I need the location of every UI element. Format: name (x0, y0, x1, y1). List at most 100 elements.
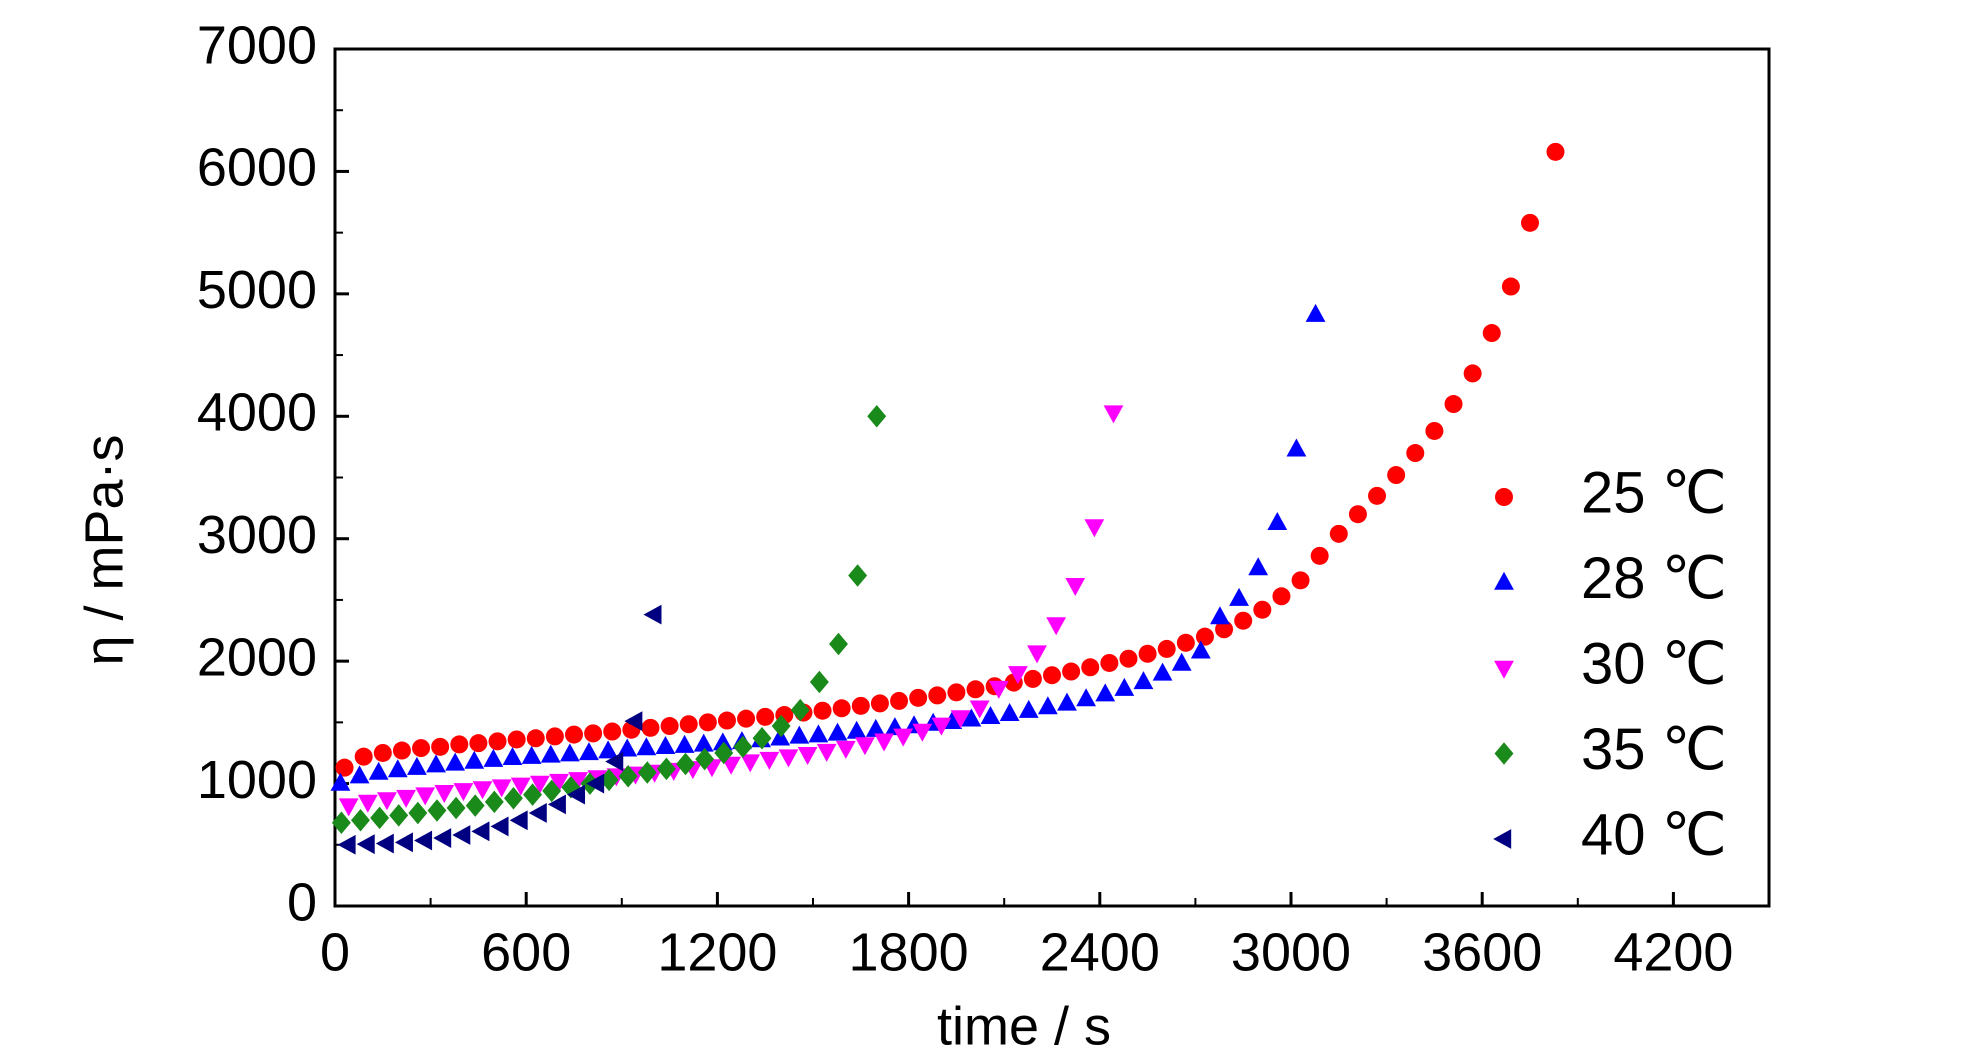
marker (637, 761, 657, 784)
marker (1190, 640, 1211, 659)
marker (865, 718, 886, 737)
marker (1248, 557, 1269, 576)
marker (740, 754, 761, 773)
marker (1387, 466, 1406, 485)
y-tick-label: 5000 (197, 260, 317, 320)
marker (851, 696, 870, 715)
marker (370, 806, 390, 830)
y-tick-label: 0 (287, 872, 317, 932)
marker (1152, 662, 1173, 681)
marker (434, 784, 455, 803)
marker (827, 722, 848, 741)
marker (1023, 669, 1042, 688)
marker (737, 709, 756, 728)
marker (1272, 587, 1291, 606)
marker (893, 728, 914, 747)
marker (1018, 699, 1039, 718)
x-tick-label: 1800 (849, 922, 969, 982)
marker (545, 727, 564, 746)
marker (1138, 644, 1157, 663)
y-tick-label: 1000 (197, 750, 317, 810)
marker (599, 768, 619, 792)
marker (1215, 620, 1234, 639)
marker (465, 794, 485, 817)
marker (1463, 364, 1482, 383)
marker (660, 717, 679, 736)
marker (540, 744, 561, 763)
marker (521, 745, 542, 764)
marker (816, 743, 837, 762)
y-tick-label: 7000 (197, 15, 317, 75)
marker (1076, 688, 1096, 707)
marker (695, 747, 715, 771)
marker (331, 811, 351, 834)
marker (698, 713, 717, 732)
marker (491, 779, 512, 798)
marker (484, 790, 504, 814)
marker (1425, 421, 1444, 440)
marker (1234, 611, 1253, 630)
marker (530, 775, 550, 794)
marker (988, 680, 1009, 699)
marker (808, 724, 829, 743)
marker (874, 733, 894, 752)
marker (999, 702, 1020, 721)
marker (835, 740, 856, 759)
marker (636, 737, 657, 756)
marker (387, 759, 408, 778)
marker (1210, 606, 1230, 625)
marker (1348, 505, 1367, 524)
marker (453, 783, 474, 802)
y-tick-label: 3000 (197, 505, 317, 565)
y-tick-label: 6000 (197, 138, 317, 198)
marker (433, 828, 452, 848)
marker (452, 825, 471, 845)
marker (510, 777, 531, 796)
marker (809, 670, 829, 694)
marker (542, 779, 562, 803)
marker (1253, 600, 1272, 619)
marker (354, 747, 373, 766)
marker (472, 781, 493, 800)
marker (778, 749, 799, 768)
marker (674, 734, 695, 753)
marker (829, 632, 848, 656)
marker (507, 730, 526, 749)
marker (1100, 653, 1119, 672)
marker (523, 783, 543, 806)
marker (586, 773, 605, 794)
y-tick-label: 2000 (197, 627, 317, 687)
marker (643, 604, 662, 625)
marker (679, 715, 698, 734)
legend-marker (1494, 571, 1514, 590)
marker (950, 710, 971, 729)
legend-label: 35 ℃ (1581, 717, 1727, 782)
marker (717, 711, 736, 730)
marker (1329, 524, 1348, 543)
legend-label: 30 ℃ (1581, 631, 1727, 696)
marker (1444, 395, 1463, 414)
marker (931, 717, 952, 736)
marker (490, 816, 509, 837)
marker (1081, 658, 1100, 677)
marker (547, 794, 566, 815)
marker (1157, 639, 1176, 658)
legend-label: 28 ℃ (1581, 546, 1727, 611)
marker (377, 792, 397, 811)
marker (431, 737, 450, 756)
marker (579, 742, 599, 761)
marker (733, 735, 753, 759)
marker (1171, 652, 1192, 671)
marker (337, 834, 356, 855)
marker (1119, 649, 1138, 668)
marker (368, 761, 389, 780)
marker (426, 754, 446, 773)
marker (394, 832, 413, 853)
x-tick-label: 2400 (1040, 922, 1160, 982)
x-axis-label: time / s (937, 996, 1111, 1056)
marker (373, 743, 392, 762)
marker (752, 727, 772, 750)
marker (1043, 666, 1061, 685)
marker (351, 809, 370, 832)
